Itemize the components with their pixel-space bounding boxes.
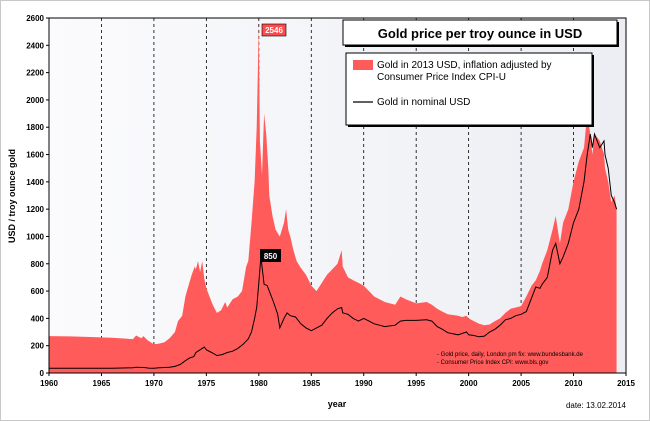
x-tick-label-1985: 1985	[302, 379, 320, 388]
date-label: date: 13.02.2014	[566, 401, 627, 410]
y-tick-label-2000: 2000	[26, 96, 44, 105]
y-tick-label-2200: 2200	[26, 69, 44, 78]
x-tick-label-2010: 2010	[565, 379, 583, 388]
peak-nominal-box	[260, 249, 281, 262]
title-box	[342, 19, 618, 46]
x-tick-label-1960: 1960	[40, 379, 58, 388]
x-tick-label-2015: 2015	[617, 379, 635, 388]
y-tick-label-2600: 2600	[26, 14, 44, 23]
x-tick-label-1980: 1980	[250, 379, 268, 388]
x-tick-label-1970: 1970	[145, 379, 163, 388]
chart-title: Gold price per troy ounce in USD	[378, 26, 582, 41]
legend-box	[345, 52, 593, 126]
series-line-nominal-usd	[49, 132, 618, 369]
legend-label-nominal: Gold in nominal USD	[377, 97, 470, 108]
y-tick-label-1400: 1400	[26, 178, 44, 187]
legend-label-real-line2: Consumer Price Index CPI-U	[377, 72, 506, 83]
y-axis-title: USD / troy ounce gold	[7, 149, 17, 243]
legend-swatch-real	[353, 60, 373, 70]
x-tick-label-1990: 1990	[355, 379, 373, 388]
y-tick-label-200: 200	[31, 342, 45, 351]
x-tick-label-1975: 1975	[197, 379, 215, 388]
x-axis-title: year	[328, 399, 347, 409]
x-tick-label-1965: 1965	[93, 379, 111, 388]
series-area-real-2013-usd	[49, 25, 617, 374]
x-tick-label-1995: 1995	[407, 379, 425, 388]
axis-layer: 1960 1965 1970 1975 1980 1985 1990 1995 2000 2005…	[26, 14, 635, 388]
x-tick-label-2005: 2005	[512, 379, 530, 388]
plot-border	[48, 17, 627, 374]
y-tick-label-1800: 1800	[26, 123, 44, 132]
legend-label-real: Gold in 2013 USD, inflation adjusted by	[377, 60, 552, 71]
y-tick-label-0: 0	[40, 369, 45, 378]
source-note-cpi: - Consumer Price Index CPI: www.bls.gov	[437, 360, 548, 366]
source-note-gold: - Gold price, daily, London pm fix: www.…	[437, 352, 584, 358]
legend-label-real-line1: Gold in 2013 USD, inflation adjusted by …	[377, 60, 554, 83]
y-tick-label-2400: 2400	[26, 41, 44, 50]
y-tick-label-1000: 1000	[26, 232, 44, 241]
y-tick-label-400: 400	[31, 314, 45, 323]
peak-nominal-label: 850	[264, 252, 278, 261]
y-tick-label-600: 600	[31, 287, 45, 296]
peak-real-label: 2546	[265, 26, 283, 35]
x-tick-label-2000: 2000	[460, 379, 478, 388]
series-layer	[49, 25, 618, 374]
y-tick-label-800: 800	[31, 260, 45, 269]
y-tick-label-1600: 1600	[26, 151, 44, 160]
y-tick-label-1200: 1200	[26, 205, 44, 214]
peak-real-box	[261, 23, 287, 37]
